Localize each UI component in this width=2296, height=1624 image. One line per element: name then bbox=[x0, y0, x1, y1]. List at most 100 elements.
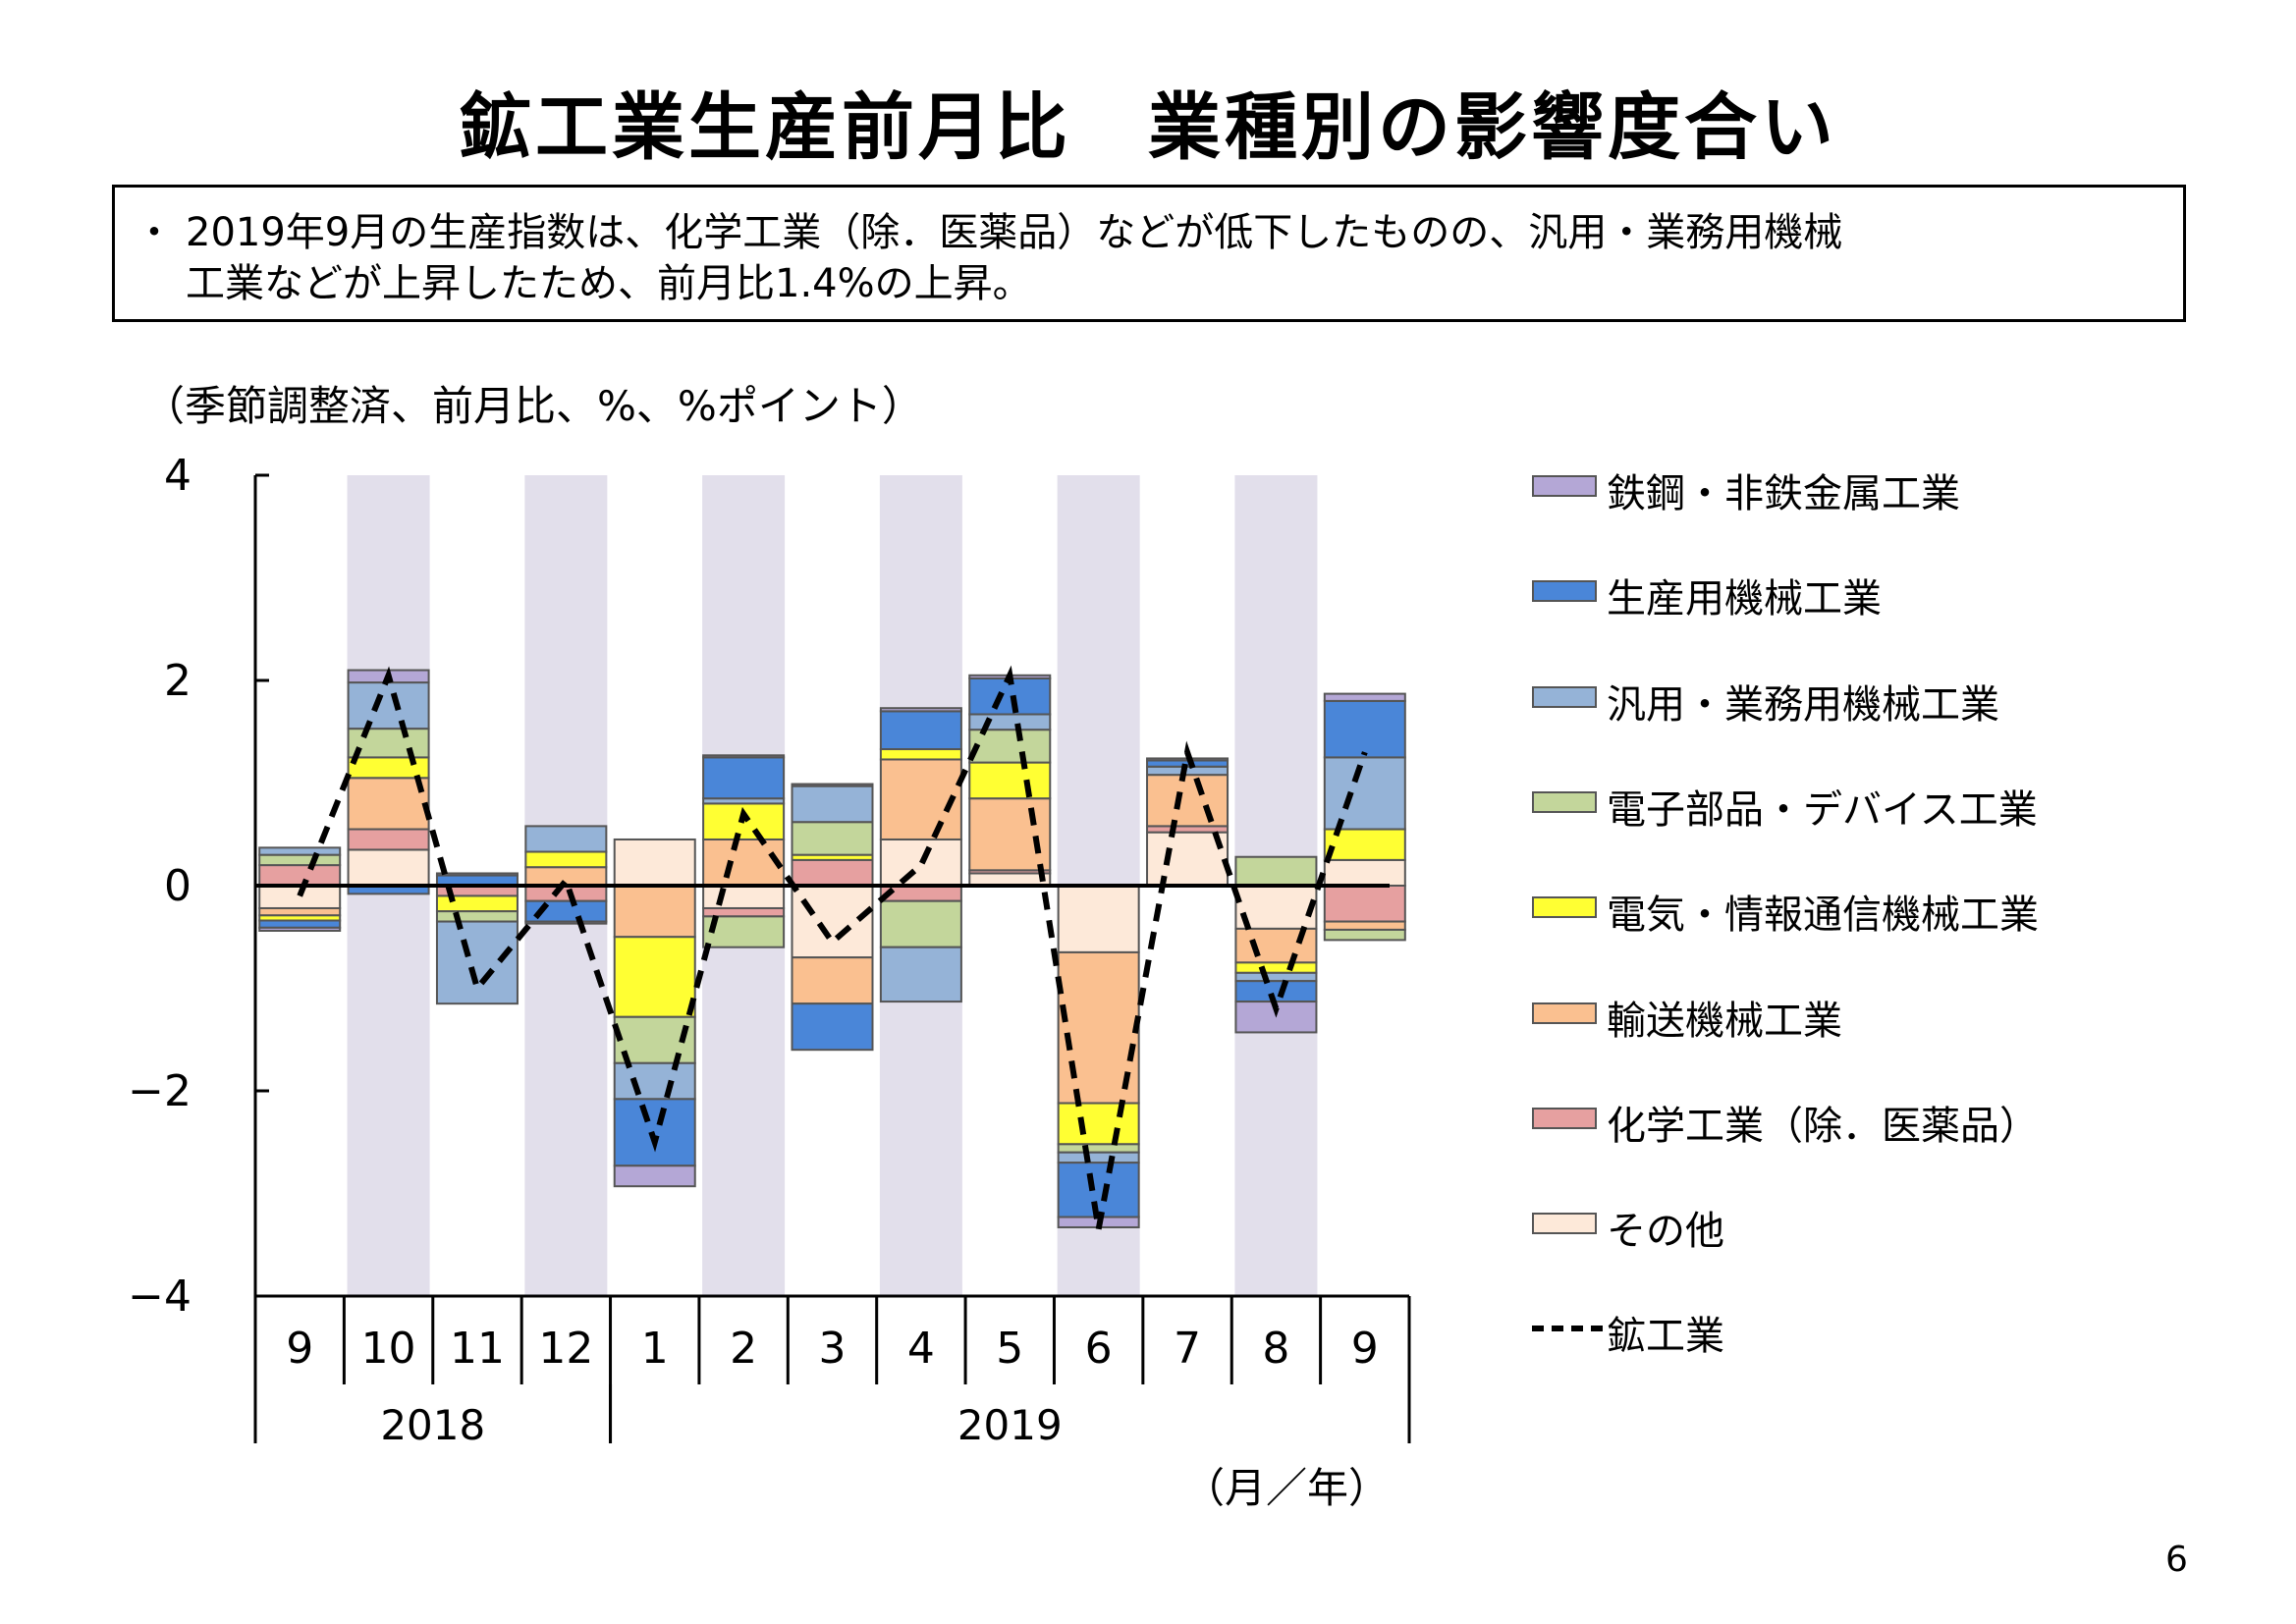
bar-segment-4 bbox=[435, 910, 519, 923]
legend-item: 生産用機械工業 bbox=[1532, 567, 2141, 622]
legend-item: 電子部品・デバイス工業 bbox=[1532, 778, 2141, 833]
bar-segment-2 bbox=[1146, 774, 1230, 828]
bar-segment-3 bbox=[968, 761, 1052, 800]
bar-segment-4 bbox=[1234, 855, 1318, 887]
bar-segment-4 bbox=[879, 899, 962, 948]
bar-segment-5 bbox=[613, 1061, 696, 1101]
x-tick-label: 12 bbox=[538, 1324, 593, 1374]
bar-segment-1 bbox=[1323, 885, 1406, 923]
bar-segment-0 bbox=[702, 885, 786, 909]
total-line-series bbox=[297, 665, 1368, 1230]
bar-segment-3 bbox=[1234, 961, 1318, 974]
legend-item: 化学工業（除．医薬品） bbox=[1532, 1094, 2141, 1149]
bar-segment-3 bbox=[613, 936, 696, 1018]
bar-segment-3 bbox=[347, 756, 430, 780]
bar-segment-4 bbox=[791, 821, 874, 856]
legend-label: 電子部品・デバイス工業 bbox=[1607, 786, 2038, 833]
summary-bullet: ・ bbox=[135, 210, 174, 255]
legend-swatch bbox=[1532, 580, 1597, 603]
bar-segment-0 bbox=[1234, 885, 1318, 930]
bar-segment-2 bbox=[968, 797, 1052, 872]
year-label: 2019 bbox=[957, 1401, 1063, 1449]
legend-swatch bbox=[1532, 685, 1597, 708]
bar-segment-3 bbox=[879, 748, 962, 761]
x-tick-label: 7 bbox=[1174, 1324, 1201, 1374]
bar-segment-6 bbox=[1234, 980, 1318, 1003]
bar-segment-5 bbox=[524, 825, 608, 853]
bar-segment-6 bbox=[879, 710, 962, 751]
bar-segment-5 bbox=[258, 846, 342, 856]
y-tick-label: −4 bbox=[128, 1272, 191, 1322]
bar-segment-7 bbox=[524, 920, 608, 925]
legend-label: 電気・情報通信機械工業 bbox=[1607, 893, 2039, 939]
bar-segment-0 bbox=[1323, 858, 1406, 887]
bar-segment-1 bbox=[258, 864, 342, 887]
legend-swatch bbox=[1532, 1001, 1597, 1024]
bar-segment-4 bbox=[1057, 1143, 1140, 1154]
bar-segment-5 bbox=[1234, 971, 1318, 983]
legend-label: 輸送機械工業 bbox=[1607, 998, 1842, 1044]
bar-segment-5 bbox=[1057, 1151, 1140, 1164]
legend-item: 輸送機械工業 bbox=[1532, 989, 2141, 1044]
bar-segment-5 bbox=[968, 713, 1052, 731]
bar-segment-1 bbox=[347, 828, 430, 851]
y-tick-label: 2 bbox=[164, 656, 191, 706]
x-tick-label: 2 bbox=[730, 1324, 757, 1374]
x-tick-label: 9 bbox=[1351, 1324, 1379, 1374]
bar-segment-1 bbox=[702, 906, 786, 918]
year-label: 2018 bbox=[380, 1401, 485, 1449]
bar-segment-2 bbox=[1323, 920, 1406, 931]
legend-item: 鉱工業 bbox=[1532, 1304, 2141, 1359]
bar-segment-5 bbox=[435, 920, 519, 1005]
unit-note: （季節調整済、前月比、%、%ポイント） bbox=[143, 382, 923, 430]
bar-segment-6 bbox=[258, 919, 342, 929]
page-title: 鉱工業生産前月比 業種別の影響度合い bbox=[459, 85, 1837, 170]
y-tick-label: 0 bbox=[164, 861, 191, 911]
legend-swatch bbox=[1532, 790, 1597, 813]
x-tick-label: 8 bbox=[1262, 1324, 1289, 1374]
bar-segment-5 bbox=[1323, 756, 1406, 831]
bar-segment-1 bbox=[791, 858, 874, 887]
bar-segment-0 bbox=[1146, 831, 1230, 887]
bar-segment-2 bbox=[613, 885, 696, 939]
bar-segment-6 bbox=[702, 756, 786, 800]
bar-segment-5 bbox=[791, 785, 874, 824]
legend-line-swatch bbox=[1532, 1326, 1603, 1332]
bar-segment-6 bbox=[791, 1002, 874, 1052]
legend-swatch bbox=[1532, 896, 1597, 919]
legend-item: 汎用・業務用機械工業 bbox=[1532, 673, 2141, 728]
legend-swatch bbox=[1532, 1107, 1597, 1129]
bar-segment-2 bbox=[702, 838, 786, 887]
bar-segment-5 bbox=[879, 946, 962, 1003]
bar-segment-6 bbox=[613, 1098, 696, 1167]
total-line bbox=[297, 665, 1368, 1230]
legend-item: その他 bbox=[1532, 1199, 2141, 1254]
x-tick-label: 9 bbox=[286, 1324, 313, 1374]
bar-segment-1 bbox=[524, 885, 608, 902]
bar-segment-2 bbox=[791, 956, 874, 1005]
bar-segment-4 bbox=[1323, 928, 1406, 942]
bar-segment-4 bbox=[258, 853, 342, 867]
bar-segment-7 bbox=[879, 707, 962, 713]
x-tick-label: 6 bbox=[1085, 1324, 1113, 1374]
bar-segment-0 bbox=[347, 848, 430, 887]
x-tick-label: 1 bbox=[641, 1324, 669, 1374]
legend-label: 生産用機械工業 bbox=[1607, 576, 1882, 623]
x-tick-label: 10 bbox=[361, 1324, 416, 1374]
legend-label: 汎用・業務用機械工業 bbox=[1607, 681, 1999, 728]
summary-line-2: 工業などが上昇したため、前月比1.4%の上昇。 bbox=[186, 261, 1032, 306]
legend-label: その他 bbox=[1607, 1209, 1724, 1255]
bar-segment-7 bbox=[791, 783, 874, 787]
bar-segment-2 bbox=[347, 777, 430, 831]
bar-segment-4 bbox=[968, 729, 1052, 764]
bar-segment-0 bbox=[791, 885, 874, 959]
bar-segment-2 bbox=[258, 906, 342, 917]
legend-swatch bbox=[1532, 475, 1597, 497]
summary-line-1: 2019年9月の生産指数は、化学工業（除．医薬品）などが低下したものの、汎用・業… bbox=[186, 210, 1843, 255]
bar-segment-7 bbox=[435, 872, 519, 877]
legend-label: 化学工業（除．医薬品） bbox=[1607, 1103, 2039, 1149]
page-number: 6 bbox=[2165, 1540, 2188, 1580]
legend-item: 電気・情報通信機械工業 bbox=[1532, 883, 2141, 938]
